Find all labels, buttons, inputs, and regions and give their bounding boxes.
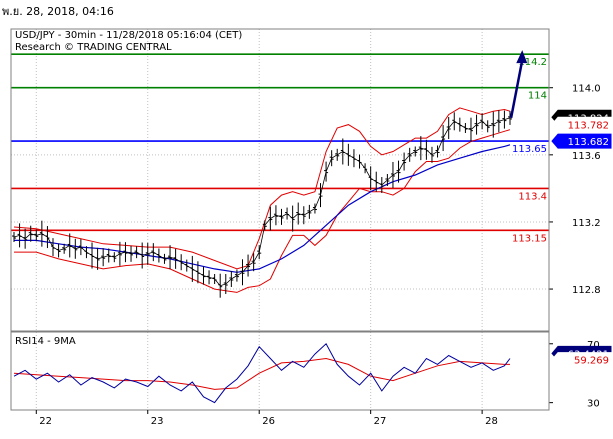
time-tick-label-1: 23 — [151, 416, 164, 427]
rsi-axis: 703063.442159.269 — [549, 340, 612, 410]
time-tick-label-3: 27 — [374, 416, 387, 427]
timestamp: พ.ย. 28, 2018, 04:16 — [2, 5, 114, 18]
rsi-ma-line — [13, 357, 510, 390]
rsi-line — [13, 342, 511, 404]
price-tick-label-2: 113.2 — [572, 218, 601, 229]
time-tick-label-0: 22 — [39, 416, 52, 427]
main-panel-frame — [10, 28, 550, 332]
price-badge-2 — [551, 133, 612, 149]
level-label-2: 113.65 — [512, 144, 547, 155]
price-badge-label-1: 113.782 — [568, 120, 609, 131]
rsi-grid — [35, 332, 483, 410]
chart-subtitle: Research © TRADING CENTRAL — [15, 42, 172, 53]
rsi-panel-frame — [10, 331, 550, 411]
rsi-badge-label-1: 59.269 — [574, 356, 609, 367]
price-tick-label-1: 113.6 — [572, 151, 601, 162]
level-label-1: 114 — [528, 91, 547, 102]
levels: 114.2 114 113.65 113.4 113.15 — [11, 53, 549, 244]
time-tick-label-2: 26 — [262, 416, 275, 427]
main-grid — [11, 29, 549, 331]
forecast-arrow-head — [516, 50, 528, 64]
time-axis: 22 23 26 27 28 — [35, 410, 498, 427]
level-label-3: 113.4 — [518, 191, 547, 202]
bollinger-lower-line — [14, 129, 511, 293]
price-badge-label-2: 113.682 — [568, 137, 609, 148]
level-label-0: 114.2 — [518, 57, 547, 68]
moving-average-line — [14, 144, 511, 273]
main-series — [12, 50, 528, 298]
time-tick-label-4: 28 — [485, 416, 498, 427]
rsi-badge-1 — [551, 352, 612, 368]
rsi-title: RSI14 - 9MA — [15, 336, 76, 347]
forecast-arrow-shaft — [509, 59, 524, 119]
price-tick-label-0: 114.0 — [572, 84, 601, 95]
rsi-tick-label-1: 30 — [587, 399, 600, 410]
price-badge-1 — [551, 116, 612, 132]
price-line — [13, 117, 511, 287]
main-price-axis: 114.0113.6113.2112.8113.824113.782113.68… — [549, 84, 612, 296]
bollinger-upper-line — [13, 107, 511, 270]
rsi-tick-label-0: 70 — [587, 340, 600, 351]
price-tick-label-3: 112.8 — [572, 285, 601, 296]
level-label-4: 113.15 — [512, 233, 547, 244]
price-bars — [12, 110, 512, 298]
rsi-series — [13, 342, 511, 404]
chart-title: USD/JPY - 30min - 11/28/2018 05:16:04 (C… — [15, 30, 242, 41]
